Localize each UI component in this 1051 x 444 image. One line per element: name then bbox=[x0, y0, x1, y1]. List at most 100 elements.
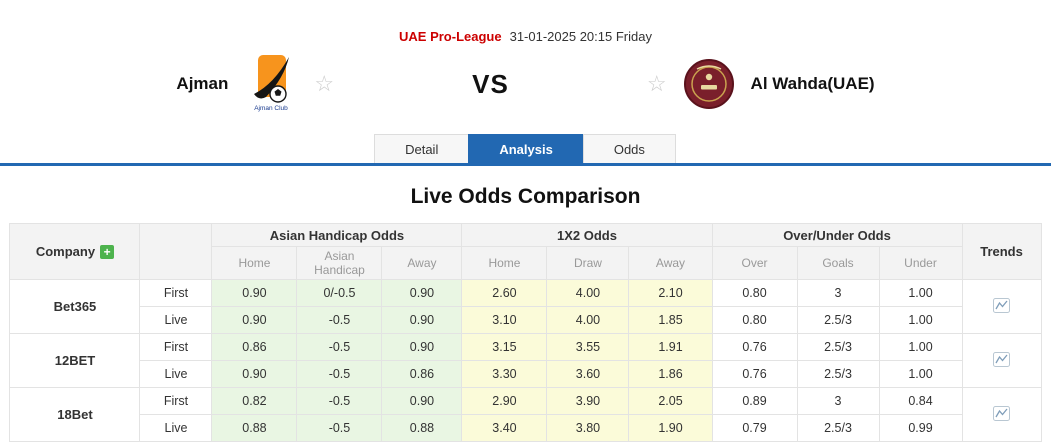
trends-cell bbox=[961, 387, 1042, 442]
al-wahda-team-logo-icon bbox=[683, 58, 735, 110]
odds-cell: 1.86 bbox=[628, 360, 713, 388]
row-type: First bbox=[139, 387, 213, 415]
odds-cell: 3.10 bbox=[461, 306, 548, 334]
table-row: Live 0.88 -0.5 0.88 3.40 3.80 1.90 0.79 … bbox=[10, 414, 1041, 442]
odds-cell: 0.90 bbox=[381, 333, 463, 361]
group-header-row: Company + Asian Handicap Odds 1X2 Odds Ov… bbox=[9, 223, 1042, 280]
odds-cell: 1.91 bbox=[628, 333, 713, 361]
odds-cell: 0.90 bbox=[211, 279, 298, 307]
sub-header: Draw bbox=[546, 246, 630, 280]
sub-header: Under bbox=[878, 246, 963, 280]
sub-header: Away bbox=[628, 246, 713, 280]
table-row: 12BET First 0.86 -0.5 0.90 3.15 3.55 1.9… bbox=[9, 333, 1042, 388]
row-type: Live bbox=[139, 306, 213, 334]
vs-label: VS bbox=[472, 68, 509, 99]
match-row: Ajman Ajman Club ☆ VS ☆ Al Wahda(UAE) bbox=[0, 52, 1051, 116]
ajman-logo-caption: Ajman Club bbox=[255, 105, 289, 112]
match-datetime: 31-01-2025 20:15 Friday bbox=[509, 29, 652, 44]
odds-cell: 0.88 bbox=[211, 414, 298, 442]
sub-header: Over bbox=[711, 246, 798, 280]
odds-cell: 3.55 bbox=[546, 333, 630, 361]
trends-header-cell: Trends bbox=[961, 223, 1042, 280]
table-row: Live 0.90 -0.5 0.90 3.10 4.00 1.85 0.80 … bbox=[10, 306, 1041, 334]
odds-table: Company + Asian Handicap Odds 1X2 Odds Ov… bbox=[9, 223, 1042, 442]
company-name: Bet365 bbox=[9, 279, 141, 334]
add-company-button[interactable]: + bbox=[100, 245, 115, 260]
match-header: UAE Pro-League 31-01-2025 20:15 Friday bbox=[0, 0, 1051, 44]
tab-underline bbox=[0, 163, 1051, 166]
group-header-asian-handicap: Asian Handicap Odds bbox=[211, 223, 463, 247]
odds-cell: 1.00 bbox=[878, 279, 963, 307]
away-team-name: Al Wahda(UAE) bbox=[750, 74, 875, 93]
odds-cell: 3.30 bbox=[461, 360, 548, 388]
odds-cell: 0.79 bbox=[711, 414, 798, 442]
sub-header: Away bbox=[381, 246, 463, 280]
away-favorite-star-icon[interactable]: ☆ bbox=[646, 71, 667, 96]
away-team: ☆ Al Wahda(UAE) bbox=[647, 58, 875, 110]
sub-header: Asian Handicap bbox=[296, 246, 383, 280]
odds-cell: 2.5/3 bbox=[796, 360, 880, 388]
odds-cell: 0.90 bbox=[381, 306, 463, 334]
odds-cell: 3 bbox=[796, 279, 880, 307]
odds-cell: 3.40 bbox=[461, 414, 548, 442]
tab-odds[interactable]: Odds bbox=[582, 134, 676, 163]
trends-cell bbox=[961, 279, 1042, 334]
tab-bar: Detail Analysis Odds bbox=[0, 134, 1051, 163]
sub-header: Home bbox=[461, 246, 548, 280]
odds-cell: 0.80 bbox=[711, 279, 798, 307]
odds-cell: 3.80 bbox=[546, 414, 630, 442]
home-team-name: Ajman bbox=[176, 74, 229, 93]
odds-cell: 0.90 bbox=[211, 306, 298, 334]
odds-cell: 0/-0.5 bbox=[296, 279, 383, 307]
odds-cell: 0.86 bbox=[211, 333, 298, 361]
trend-chart-icon[interactable] bbox=[993, 351, 1011, 367]
odds-cell: 0.88 bbox=[381, 414, 463, 442]
tab-detail[interactable]: Detail bbox=[374, 134, 470, 163]
home-team: Ajman Ajman Club ☆ bbox=[176, 54, 334, 114]
odds-cell: 2.5/3 bbox=[796, 306, 880, 334]
trend-chart-icon[interactable] bbox=[993, 405, 1011, 421]
row-type: Live bbox=[139, 360, 213, 388]
tab-analysis[interactable]: Analysis bbox=[468, 134, 584, 163]
odds-cell: 3.90 bbox=[546, 387, 630, 415]
odds-cell: 0.90 bbox=[381, 387, 463, 415]
odds-cell: 2.05 bbox=[628, 387, 713, 415]
league-name: UAE Pro-League bbox=[399, 29, 502, 44]
group-header-over-under: Over/Under Odds bbox=[711, 223, 963, 247]
company-name: 18Bet bbox=[9, 387, 141, 442]
company-name: 12BET bbox=[9, 333, 141, 388]
group-header-1x2: 1X2 Odds bbox=[461, 223, 713, 247]
odds-cell: 1.00 bbox=[878, 306, 963, 334]
sub-header: Home bbox=[211, 246, 298, 280]
odds-cell: 1.00 bbox=[878, 333, 963, 361]
odds-cell: 0.80 bbox=[711, 306, 798, 334]
odds-cell: 0.90 bbox=[211, 360, 298, 388]
trends-cell bbox=[961, 333, 1042, 388]
odds-cell: 3.15 bbox=[461, 333, 548, 361]
table-row: 18Bet First 0.82 -0.5 0.90 2.90 3.90 2.0… bbox=[9, 387, 1042, 442]
odds-cell: 0.84 bbox=[878, 387, 963, 415]
home-favorite-star-icon[interactable]: ☆ bbox=[314, 71, 335, 96]
odds-cell: 0.76 bbox=[711, 360, 798, 388]
odds-cell: 1.85 bbox=[628, 306, 713, 334]
table-row: Live 0.90 -0.5 0.86 3.30 3.60 1.86 0.76 … bbox=[10, 360, 1041, 388]
odds-cell: -0.5 bbox=[296, 333, 383, 361]
odds-cell: 2.90 bbox=[461, 387, 548, 415]
odds-cell: 4.00 bbox=[546, 306, 630, 334]
odds-cell: 0.76 bbox=[711, 333, 798, 361]
odds-cell: 0.90 bbox=[381, 279, 463, 307]
odds-cell: -0.5 bbox=[296, 387, 383, 415]
odds-cell: 0.89 bbox=[711, 387, 798, 415]
odds-cell: 2.5/3 bbox=[796, 414, 880, 442]
trend-chart-icon[interactable] bbox=[993, 297, 1011, 313]
section-title: Live Odds Comparison bbox=[410, 185, 641, 208]
sub-header-row: Home Asian Handicap Away Home Draw Away … bbox=[10, 246, 1041, 280]
odds-cell: -0.5 bbox=[296, 414, 383, 442]
row-type: First bbox=[139, 333, 213, 361]
row-type: Live bbox=[139, 414, 213, 442]
odds-cell: 1.90 bbox=[628, 414, 713, 442]
row-type: First bbox=[139, 279, 213, 307]
sub-header: Goals bbox=[796, 246, 880, 280]
odds-cell: 2.10 bbox=[628, 279, 713, 307]
odds-cell: -0.5 bbox=[296, 360, 383, 388]
